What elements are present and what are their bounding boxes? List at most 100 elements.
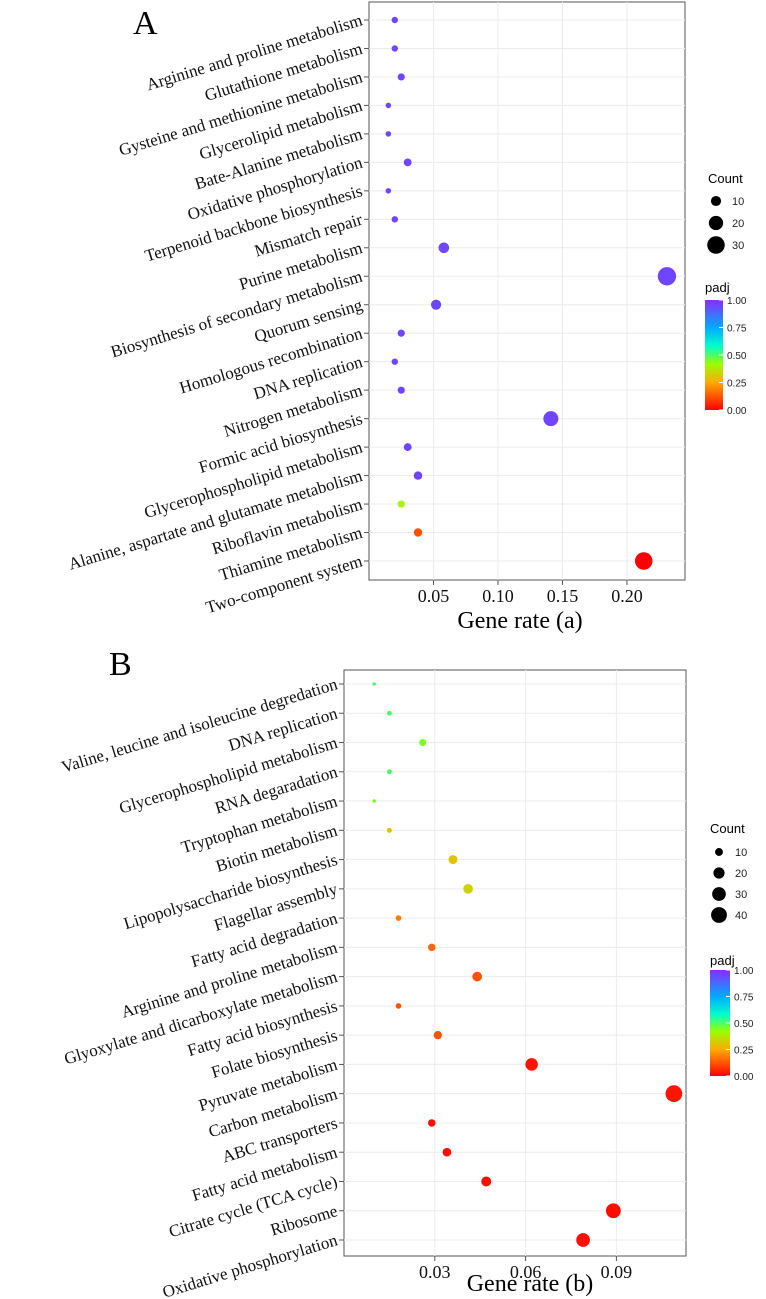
point-a-19 [634, 552, 653, 570]
point-a-4 [385, 131, 392, 137]
x-axis-label-b: Gene rate (b) [467, 1271, 594, 1297]
size-legend-items-b: 10 20 30 40 [711, 847, 747, 923]
size-legend-label-a-1: 20 [732, 218, 744, 230]
colorbar-b [710, 970, 730, 1076]
point-a-16 [413, 471, 423, 480]
size-legend-label-a-0: 10 [732, 196, 744, 208]
x-tick-label-b-0: 0.03 [419, 1262, 451, 1282]
point-b-11 [395, 1003, 402, 1009]
point-a-17 [397, 500, 405, 508]
x-tick-label-b-2: 0.09 [601, 1262, 633, 1282]
colorbar-ticks-a: 1.00 0.75 0.50 0.25 0.00 [719, 296, 747, 417]
point-a-10 [431, 299, 442, 310]
panel-label-b: B [109, 646, 132, 683]
x-tick-label-a-2: 0.15 [547, 586, 579, 606]
point-a-2 [397, 73, 405, 81]
point-b-17 [481, 1176, 492, 1187]
panel-a: A Arginine and proline metabolismGlutath… [66, 1, 747, 634]
x-axis-label-a: Gene rate (a) [457, 608, 582, 634]
point-a-3 [385, 102, 392, 109]
grid-b [344, 670, 686, 1256]
point-a-7 [391, 216, 398, 223]
colorbar-label-a-1: 0.75 [727, 324, 747, 335]
point-b-19 [576, 1233, 590, 1247]
colorbar-label-b-2: 0.50 [734, 1019, 754, 1030]
point-b-14 [665, 1085, 683, 1103]
x-ticks-b: 0.03 0.06 0.09 [419, 1256, 632, 1282]
size-legend-label-b-0: 10 [735, 847, 747, 859]
point-b-12 [433, 1031, 442, 1040]
size-legend-dot-b-1 [713, 867, 725, 879]
point-b-10 [472, 971, 483, 982]
panel-label-a: A [133, 5, 158, 42]
point-b-6 [448, 855, 458, 865]
points-a [385, 16, 677, 570]
colorbar-label-b-1: 0.75 [734, 993, 754, 1004]
point-b-16 [442, 1147, 452, 1157]
size-legend-label-b-3: 40 [735, 910, 747, 922]
point-b-5 [386, 827, 392, 833]
colorbar-a [705, 300, 723, 410]
size-legend-a: Count 10 20 30 [707, 171, 744, 254]
size-legend-label-a-2: 30 [732, 240, 744, 252]
point-a-6 [385, 188, 392, 194]
point-a-18 [413, 528, 423, 537]
size-legend-dot-b-2 [712, 887, 726, 901]
x-ticks-a: 0.05 0.10 0.15 0.20 [418, 580, 643, 606]
point-a-0 [391, 16, 398, 24]
category-label-b-19: Oxidative phosphorylation [160, 1230, 340, 1299]
size-legend-items-a: 10 20 30 [707, 195, 744, 254]
colorbar-ticks-b: 1.00 0.75 0.50 0.25 0.00 [726, 966, 754, 1083]
point-b-7 [463, 884, 473, 894]
x-tick-label-a-0: 0.05 [418, 586, 450, 606]
colorbar-label-a-3: 0.25 [727, 379, 747, 390]
point-a-8 [438, 242, 450, 254]
size-legend-b: Count 10 20 30 40 [710, 821, 747, 923]
colorbar-label-b-3: 0.25 [734, 1046, 754, 1057]
point-b-2 [419, 738, 427, 747]
category-labels-a: Arginine and proline metabolismGlutathio… [66, 10, 369, 617]
point-a-9 [657, 267, 677, 286]
point-b-1 [386, 710, 392, 716]
plot-area-a [368, 1, 686, 581]
point-a-5 [403, 158, 412, 167]
points-b [372, 682, 683, 1247]
point-b-3 [386, 769, 392, 775]
point-a-15 [403, 443, 412, 452]
color-legend-a: padj 1.00 0.75 0.50 0.25 0.00 [705, 280, 747, 417]
point-b-4 [372, 799, 377, 803]
category-labels-b: Valine, leucine and isoleucine degredati… [59, 674, 344, 1299]
point-b-18 [605, 1203, 621, 1219]
point-b-0 [372, 682, 377, 686]
size-legend-label-b-1: 20 [735, 868, 747, 880]
point-b-15 [428, 1119, 436, 1127]
x-tick-label-a-3: 0.20 [611, 586, 643, 606]
color-legend-title-a: padj [705, 280, 730, 295]
point-b-9 [428, 943, 436, 952]
size-legend-dot-b-3 [711, 907, 727, 923]
size-legend-label-b-2: 30 [735, 889, 747, 901]
point-a-1 [391, 45, 398, 52]
size-legend-dot-a-1 [708, 215, 724, 231]
size-legend-dot-b-0 [715, 848, 723, 856]
colorbar-label-a-0: 1.00 [727, 296, 747, 307]
grid-a [369, 2, 685, 580]
point-a-12 [391, 358, 398, 365]
colorbar-label-b-0: 1.00 [734, 966, 754, 977]
x-tick-label-b-1: 0.06 [510, 1262, 542, 1282]
colorbar-label-a-4: 0.00 [727, 406, 747, 417]
point-a-11 [397, 329, 405, 337]
size-legend-title-a: Count [708, 171, 743, 186]
point-b-13 [525, 1058, 538, 1071]
plot-area-b [343, 669, 687, 1257]
color-legend-b: padj 1.00 0.75 0.50 0.25 0.00 [710, 953, 754, 1083]
point-a-13 [397, 386, 405, 394]
colorbar-label-b-4: 0.00 [734, 1072, 754, 1083]
colorbar-label-a-2: 0.50 [727, 351, 747, 362]
color-legend-title-b: padj [710, 953, 735, 968]
size-legend-dot-a-2 [707, 236, 725, 254]
size-legend-dot-a-0 [710, 195, 722, 207]
point-b-8 [395, 915, 402, 921]
x-tick-label-a-1: 0.10 [482, 586, 514, 606]
